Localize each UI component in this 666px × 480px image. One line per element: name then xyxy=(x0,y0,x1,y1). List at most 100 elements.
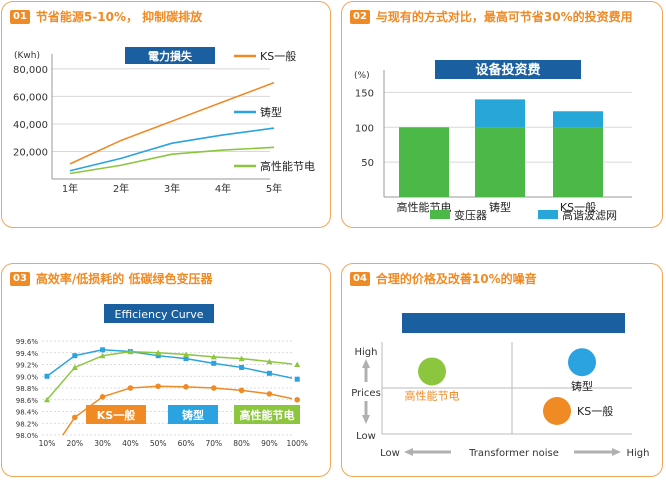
y-tick-label: 98.2% xyxy=(16,420,39,428)
y-tick-label: 98.6% xyxy=(16,397,39,405)
data-point xyxy=(155,349,162,356)
y-tick-label: 98.8% xyxy=(16,385,39,393)
y-tick-label: 99.0% xyxy=(16,373,39,381)
data-point xyxy=(211,360,217,366)
data-point xyxy=(44,396,50,403)
data-point xyxy=(294,376,300,382)
data-point xyxy=(99,352,106,359)
data-point xyxy=(266,358,273,365)
x-tick-label: 5年 xyxy=(266,182,282,195)
x-arrow-right-icon xyxy=(612,448,621,456)
data-point xyxy=(155,383,161,390)
data-point xyxy=(100,347,106,353)
y-high-label: High xyxy=(355,347,378,358)
data-point xyxy=(127,348,134,355)
x-tick-label: 50% xyxy=(150,439,167,448)
series-label: 铸型 xyxy=(182,408,204,422)
panel-title: 节省能源5-10%， 抑制碳排放 xyxy=(35,10,203,24)
x-tick-label: 3年 xyxy=(164,182,180,195)
series-label: 高性能节电 xyxy=(240,408,295,422)
data-point xyxy=(238,355,245,362)
bar-segment xyxy=(553,111,603,128)
y-axis-unit: (%) xyxy=(354,71,370,81)
x-tick-label: 20% xyxy=(66,439,83,448)
data-point xyxy=(266,370,272,376)
data-point xyxy=(210,353,217,360)
y-arrow-down-icon xyxy=(362,415,370,424)
y-arrow-up-icon xyxy=(362,359,370,368)
chart-title: 设备投资费 xyxy=(475,62,540,78)
bar-segment xyxy=(475,99,525,128)
panel-title: 与现有的方式对比，最高可节省30%的投资费用 xyxy=(375,10,633,24)
y-tick-label: 40,000 xyxy=(13,120,48,131)
panel-title: 合理的价格及改善10%的噪音 xyxy=(375,272,537,286)
legend-label: 变压器 xyxy=(454,208,487,222)
header-bar xyxy=(402,313,625,333)
point-label: 高性能节电 xyxy=(405,388,460,402)
series-label-box xyxy=(234,405,300,424)
chart-title: 電力損失 xyxy=(148,49,193,63)
x-high-label: High xyxy=(627,448,650,459)
legend-label: 铸型 xyxy=(260,105,282,119)
y-tick-label: 80,000 xyxy=(13,65,48,76)
y-tick-label: 50 xyxy=(361,158,374,169)
point-label: KS一般 xyxy=(577,405,613,418)
y-tick-label: 20,000 xyxy=(13,147,48,158)
data-point xyxy=(44,373,50,379)
data-point xyxy=(294,396,301,403)
data-point xyxy=(155,353,161,359)
price-noise-scatter-chart: High Low Prices Low High Transformer noise 高性能… xyxy=(351,313,650,459)
bar-segment xyxy=(553,127,603,197)
chart-title: Efficiency Curve xyxy=(115,308,204,321)
efficiency-curve-chart: 99.6% 99.4% 99.2% 99.0% 98.8% 98.6% 98.4% 98.2%… xyxy=(16,304,308,448)
data-point xyxy=(99,394,106,400)
x-tick-label: 100% xyxy=(286,439,307,448)
y-tick-label: 99.2% xyxy=(16,362,39,370)
y-tick-label: 99.4% xyxy=(16,350,39,358)
y-axis-label: Prices xyxy=(351,388,381,399)
panel-number-badge: 04 xyxy=(350,271,370,286)
data-point xyxy=(183,351,189,358)
x-tick-label: 10% xyxy=(39,439,56,448)
x-tick-label: 2年 xyxy=(113,182,129,195)
bar-segment xyxy=(475,127,525,197)
x-arrow-shaft xyxy=(574,450,612,454)
chart-title-box xyxy=(435,60,581,79)
data-point xyxy=(183,384,189,390)
legend-label: KS一般 xyxy=(260,50,296,63)
y-arrow-shaft xyxy=(364,368,368,382)
bar-segment xyxy=(399,127,449,197)
panel-number-badge: 03 xyxy=(10,271,30,286)
legend-label: 高性能节电 xyxy=(260,159,315,173)
chart-title-box xyxy=(104,304,214,323)
data-point xyxy=(266,391,273,397)
y-tick-label: 60,000 xyxy=(13,92,48,103)
series-label: KS一般 xyxy=(97,408,135,422)
x-tick-label: 60% xyxy=(178,439,195,448)
power-loss-line-chart: (Kwh) 80,000 60,000 40,000 20,000 1年 2年 3年 4年 5年 電… xyxy=(13,47,315,195)
data-point xyxy=(294,361,301,367)
series-line xyxy=(69,127,275,172)
data-point xyxy=(238,387,245,394)
x-tick-label: 40% xyxy=(122,439,139,448)
data-point xyxy=(239,364,245,370)
data-point xyxy=(71,364,78,370)
y-tick-label: 98.0% xyxy=(16,432,39,440)
x-low-label: Low xyxy=(380,448,400,459)
panel-efficiency: 03 高效率/低损耗的 低碳绿色变压器 99.6% 99.4% 99.2% 99.0%… xyxy=(1,263,331,477)
y-arrow-shaft xyxy=(364,401,368,415)
y-tick-label: 98.4% xyxy=(16,409,39,417)
legend-swatch xyxy=(538,210,558,219)
series-label-box xyxy=(86,405,146,424)
x-tick-label: 80% xyxy=(233,439,250,448)
y-low-label: Low xyxy=(356,431,376,442)
panel-number-badge: 01 xyxy=(10,9,30,24)
y-axis-unit: (Kwh) xyxy=(14,51,40,61)
x-tick-label: 1年 xyxy=(62,182,78,195)
series-line xyxy=(46,350,292,401)
data-point xyxy=(211,385,217,391)
x-tick-label: KS一般 xyxy=(560,201,596,214)
series-line xyxy=(69,146,275,175)
scatter-point xyxy=(568,348,596,377)
